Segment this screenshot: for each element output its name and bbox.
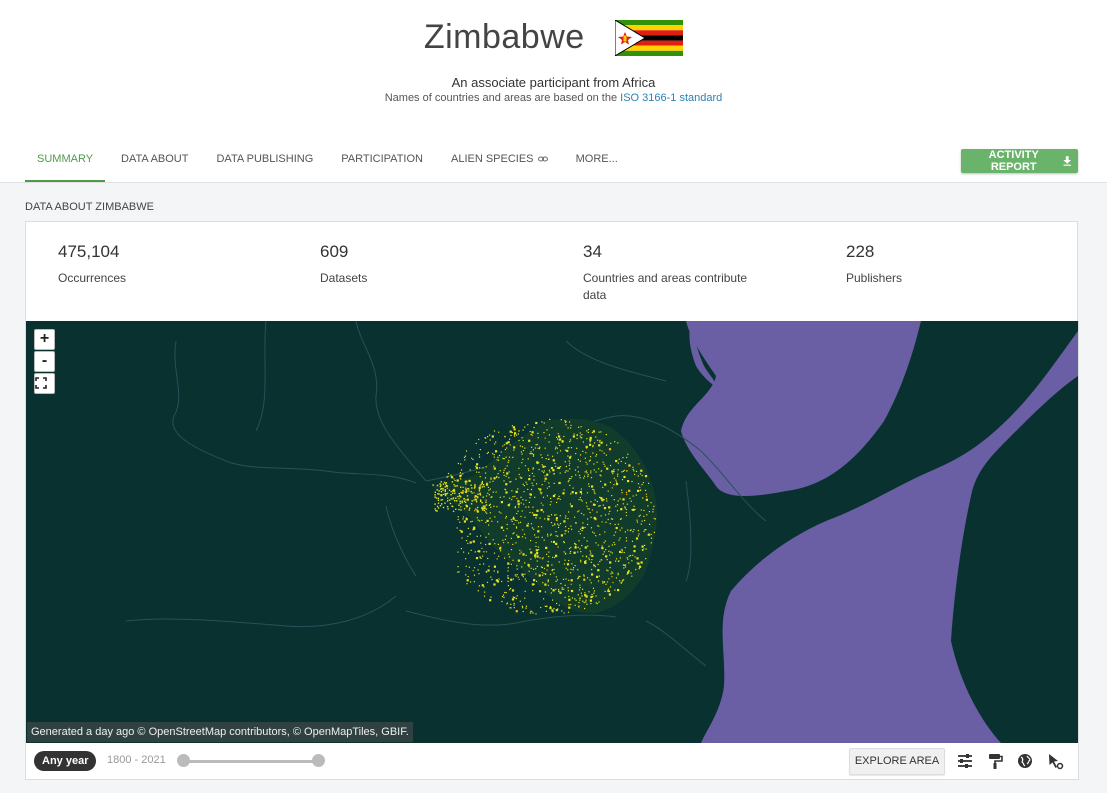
download-icon	[1063, 156, 1072, 166]
zimbabwe-flag-icon	[615, 19, 684, 56]
header-divider	[0, 182, 1107, 183]
cursor-select-icon[interactable]	[1045, 751, 1065, 771]
stat-label: Datasets	[320, 271, 368, 285]
fullscreen-icon	[35, 377, 47, 389]
stat-label: Countries and areas contribute data	[583, 271, 748, 302]
year-slider-end-handle[interactable]	[312, 754, 325, 767]
tab-data-publishing[interactable]: DATA PUBLISHING	[216, 153, 314, 165]
fullscreen-button[interactable]	[34, 373, 55, 394]
stat-label: Occurrences	[58, 271, 127, 285]
stat-datasets[interactable]: 609 Datasets	[320, 242, 520, 287]
tab-alien-species-label: ALIEN SPECIES	[450, 153, 534, 165]
zoom-out-button[interactable]: -	[34, 351, 55, 372]
any-year-button[interactable]: Any year	[34, 751, 97, 771]
stat-label: Publishers	[846, 271, 903, 285]
tab-alien-species[interactable]: ALIEN SPECIES	[439, 138, 560, 182]
globe-icon[interactable]	[1015, 751, 1035, 771]
tab-summary[interactable]: SUMMARY	[25, 138, 106, 182]
stat-value: 475,104	[58, 242, 120, 261]
external-link-icon	[537, 156, 548, 162]
year-slider-start-handle[interactable]	[177, 754, 190, 767]
map-zimbabwe-region	[431, 418, 657, 614]
occurrence-map[interactable]: + - Generated a day ago © OpenStreetMap …	[25, 321, 1079, 743]
stat-value: 609	[320, 242, 349, 261]
map-footer: Any year 1800 - 2021 EXPLORE AREA	[25, 743, 1079, 780]
map-land-madagascar	[951, 376, 1078, 743]
iso-note: Names of countries and areas are based o…	[0, 92, 1107, 104]
year-slider-track[interactable]	[183, 760, 318, 763]
page-header: Zimbabwe An associate participant from A…	[0, 0, 1107, 183]
map-lake-malawi	[689, 329, 716, 387]
iso-standard-link[interactable]: ISO 3166-1 standard	[620, 92, 723, 104]
year-range-label: 1800 - 2021	[107, 754, 166, 766]
map-occurrence-points	[432, 418, 656, 615]
explore-area-button[interactable]: EXPLORE AREA	[849, 748, 945, 775]
stats-card: 475,104 Occurrences 609 Datasets 34 Coun…	[25, 221, 1078, 321]
activity-report-button[interactable]: ACTIVITY REPORT	[961, 149, 1078, 173]
tab-bar: SUMMARY DATA ABOUT DATA PUBLISHING PARTI…	[25, 138, 634, 182]
stat-value: 228	[846, 242, 875, 261]
stat-publishers[interactable]: 228 Publishers	[846, 242, 1046, 287]
paint-roller-icon[interactable]	[985, 751, 1005, 771]
tab-data-about[interactable]: DATA ABOUT	[121, 153, 189, 165]
stat-occurrences[interactable]: 475,104 Occurrences	[58, 242, 258, 287]
stat-value: 34	[583, 242, 602, 261]
map-attribution: Generated a day ago © OpenStreetMap cont…	[27, 722, 413, 742]
tab-participation[interactable]: PARTICIPATION	[341, 153, 423, 165]
tab-more[interactable]: MORE...	[575, 153, 618, 165]
section-title: DATA ABOUT ZIMBABWE	[25, 201, 154, 213]
sliders-icon[interactable]	[955, 751, 975, 771]
title-row: Zimbabwe	[0, 18, 1107, 57]
participant-subtitle: An associate participant from Africa	[451, 75, 656, 90]
page-title: Zimbabwe	[423, 18, 585, 56]
map-canvas[interactable]	[26, 321, 1078, 743]
stat-countries[interactable]: 34 Countries and areas contribute data	[583, 242, 768, 304]
zoom-in-button[interactable]: +	[34, 329, 55, 350]
iso-note-text: Names of countries and areas are based o…	[384, 92, 621, 104]
activity-report-label: ACTIVITY REPORT	[988, 149, 1039, 173]
